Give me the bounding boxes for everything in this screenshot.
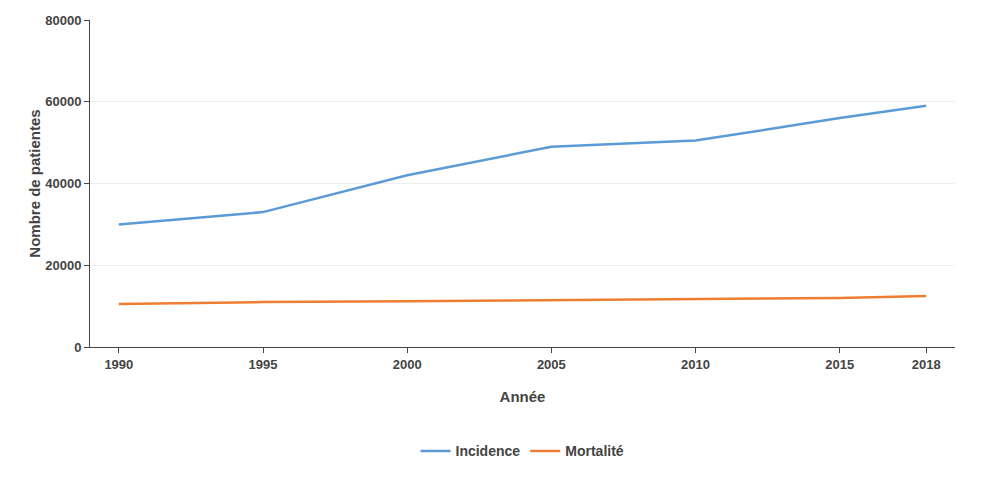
svg-text:Incidence: Incidence: [456, 443, 521, 459]
svg-text:2010: 2010: [681, 357, 710, 372]
svg-text:40000: 40000: [45, 176, 81, 191]
svg-text:2018: 2018: [912, 357, 941, 372]
svg-text:0: 0: [74, 340, 81, 355]
svg-text:1995: 1995: [249, 357, 278, 372]
svg-text:80000: 80000: [45, 13, 81, 28]
svg-text:60000: 60000: [45, 94, 81, 109]
svg-text:1990: 1990: [104, 357, 133, 372]
svg-text:2005: 2005: [537, 357, 566, 372]
svg-text:2000: 2000: [393, 357, 422, 372]
svg-text:20000: 20000: [45, 258, 81, 273]
svg-text:Mortalité: Mortalité: [565, 443, 624, 459]
svg-text:2015: 2015: [825, 357, 854, 372]
svg-text:Nombre de patientes: Nombre de patientes: [26, 109, 43, 257]
svg-text:Année: Année: [500, 388, 546, 405]
